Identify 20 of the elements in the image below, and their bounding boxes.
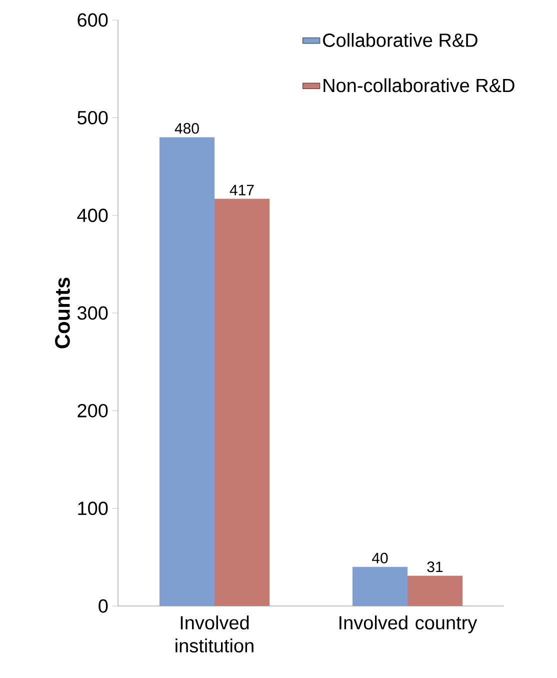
x-tick-label: Involved country [340,616,478,634]
y-tick-label: 200 [78,404,108,418]
bar [159,137,214,606]
legend-label: Non-collaborative R&D [324,78,514,92]
data-label: 40 [372,552,388,564]
y-axis-title: Counts [55,278,70,348]
y-tick-label: 500 [78,110,108,124]
bar [407,576,462,606]
data-label: 480 [174,123,199,134]
legend-label: Collaborative R&D [323,33,478,47]
y-tick-label: 300 [77,306,108,320]
x-tick-label: Involved institution [176,616,254,652]
bar [352,566,408,606]
y-tick-label: 0 [98,599,108,613]
y-tick-label: 600 [78,13,108,27]
bar [214,198,270,606]
data-label: 31 [427,562,443,572]
data-label: 417 [230,184,254,196]
y-tick-label: 100 [78,502,108,516]
y-tick-label: 400 [77,208,108,222]
